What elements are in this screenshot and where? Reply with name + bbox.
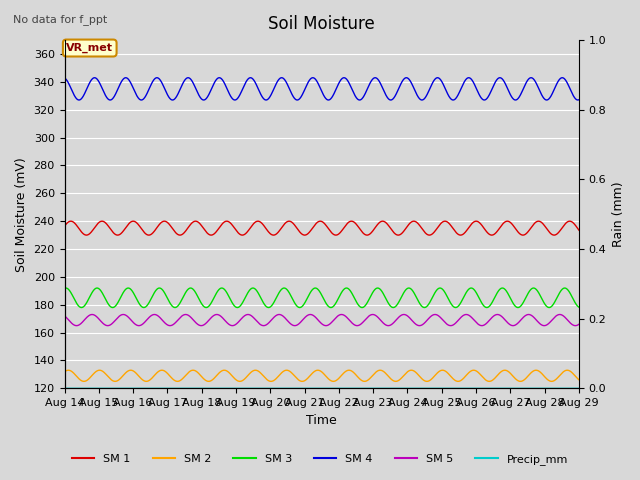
Y-axis label: Rain (mm): Rain (mm) xyxy=(612,181,625,247)
Text: No data for f_ppt: No data for f_ppt xyxy=(13,14,107,25)
X-axis label: Time: Time xyxy=(307,414,337,427)
Y-axis label: Soil Moisture (mV): Soil Moisture (mV) xyxy=(15,157,28,272)
Title: Soil Moisture: Soil Moisture xyxy=(268,15,375,33)
Legend: SM 1, SM 2, SM 3, SM 4, SM 5, Precip_mm: SM 1, SM 2, SM 3, SM 4, SM 5, Precip_mm xyxy=(68,450,572,469)
Text: VR_met: VR_met xyxy=(67,43,113,53)
